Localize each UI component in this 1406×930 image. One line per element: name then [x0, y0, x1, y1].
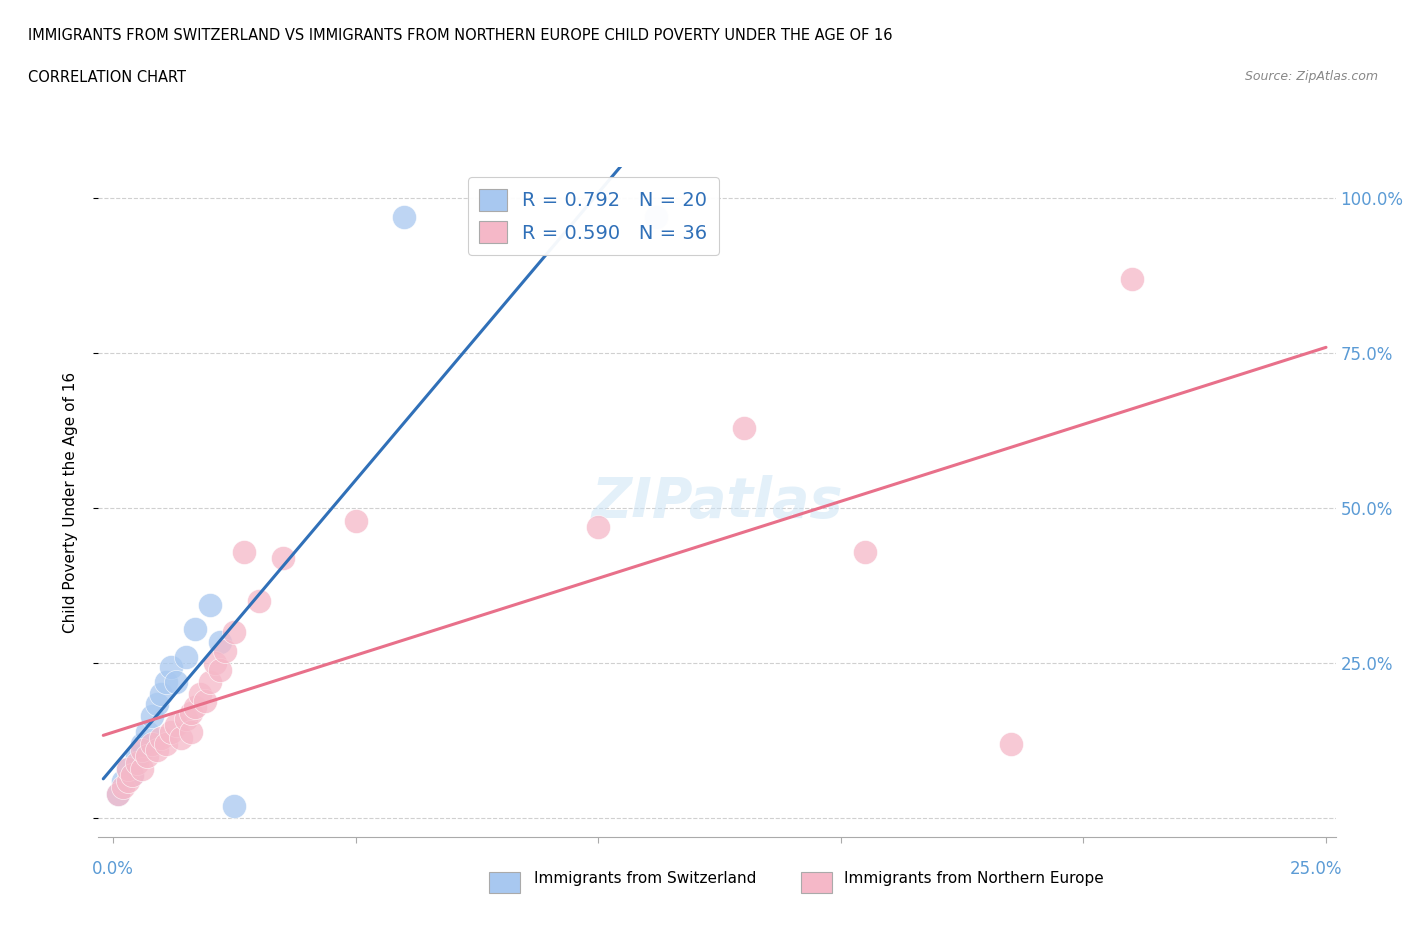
Point [141, 737, 163, 751]
Point [136, 749, 159, 764]
Point [165, 718, 187, 733]
Point [224, 799, 246, 814]
Point [194, 693, 217, 708]
Point [184, 699, 207, 714]
Point [180, 706, 202, 721]
Point [150, 687, 173, 702]
Point [233, 544, 256, 559]
Point [271, 551, 294, 565]
Text: ZIPatlas: ZIPatlas [592, 475, 842, 529]
Point [127, 749, 149, 764]
Point [174, 650, 197, 665]
Point [208, 634, 231, 649]
Point [174, 711, 197, 726]
Text: 25.0%: 25.0% [1291, 860, 1343, 878]
Point [1121, 272, 1143, 286]
Point [131, 762, 153, 777]
Point [247, 594, 270, 609]
Point [150, 730, 173, 745]
Point [853, 544, 876, 559]
FancyBboxPatch shape [801, 872, 832, 893]
Point [188, 687, 211, 702]
Point [184, 622, 207, 637]
Point [645, 209, 668, 224]
Point [117, 774, 139, 789]
Point [111, 780, 134, 795]
Point [180, 724, 202, 739]
Point [198, 597, 221, 612]
Point [204, 656, 226, 671]
Point [155, 674, 177, 689]
Point [136, 724, 159, 739]
Point [117, 762, 139, 777]
Point [121, 767, 143, 782]
Point [155, 737, 177, 751]
Point [733, 420, 755, 435]
Point [214, 644, 236, 658]
Point [1000, 737, 1022, 751]
Point [224, 625, 246, 640]
Point [170, 730, 193, 745]
Point [208, 662, 231, 677]
Text: IMMIGRANTS FROM SWITZERLAND VS IMMIGRANTS FROM NORTHERN EUROPE CHILD POVERTY UND: IMMIGRANTS FROM SWITZERLAND VS IMMIGRANT… [28, 28, 893, 43]
Point [127, 755, 149, 770]
Point [586, 520, 609, 535]
Point [107, 786, 129, 801]
Point [160, 724, 183, 739]
Text: Immigrants from Switzerland: Immigrants from Switzerland [534, 871, 756, 886]
Point [344, 513, 367, 528]
Text: 0.0%: 0.0% [91, 860, 134, 878]
Point [131, 737, 153, 751]
FancyBboxPatch shape [489, 872, 520, 893]
Point [392, 209, 415, 224]
Point [145, 743, 167, 758]
Point [165, 674, 187, 689]
Point [160, 659, 183, 674]
Point [107, 786, 129, 801]
Point [145, 697, 167, 711]
Legend: R = 0.792   N = 20, R = 0.590   N = 36: R = 0.792 N = 20, R = 0.590 N = 36 [468, 177, 718, 255]
Point [111, 774, 134, 789]
Point [198, 674, 221, 689]
Text: Immigrants from Northern Europe: Immigrants from Northern Europe [844, 871, 1104, 886]
Point [131, 743, 153, 758]
Point [141, 709, 163, 724]
Point [117, 762, 139, 777]
Y-axis label: Child Poverty Under the Age of 16: Child Poverty Under the Age of 16 [63, 372, 77, 632]
Text: CORRELATION CHART: CORRELATION CHART [28, 70, 186, 85]
Text: Source: ZipAtlas.com: Source: ZipAtlas.com [1244, 70, 1378, 83]
Point [121, 767, 143, 782]
